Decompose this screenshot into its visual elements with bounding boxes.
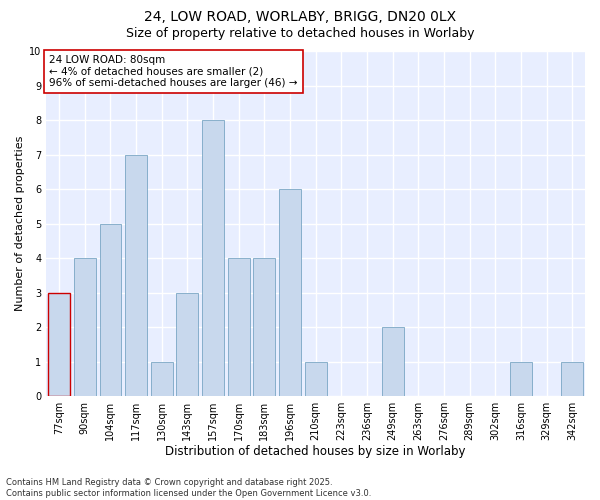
- Bar: [151, 362, 173, 396]
- Y-axis label: Number of detached properties: Number of detached properties: [15, 136, 25, 312]
- Bar: [253, 258, 275, 396]
- Bar: [74, 258, 95, 396]
- Bar: [48, 292, 70, 396]
- Bar: [125, 155, 147, 396]
- Bar: [202, 120, 224, 396]
- Text: 24, LOW ROAD, WORLABY, BRIGG, DN20 0LX: 24, LOW ROAD, WORLABY, BRIGG, DN20 0LX: [144, 10, 456, 24]
- Bar: [279, 190, 301, 396]
- Bar: [561, 362, 583, 396]
- Bar: [176, 292, 198, 396]
- Bar: [228, 258, 250, 396]
- Text: 24 LOW ROAD: 80sqm
← 4% of detached houses are smaller (2)
96% of semi-detached : 24 LOW ROAD: 80sqm ← 4% of detached hous…: [49, 55, 298, 88]
- Bar: [305, 362, 326, 396]
- Bar: [382, 327, 404, 396]
- Bar: [510, 362, 532, 396]
- X-axis label: Distribution of detached houses by size in Worlaby: Distribution of detached houses by size …: [166, 444, 466, 458]
- Bar: [100, 224, 121, 396]
- Text: Contains HM Land Registry data © Crown copyright and database right 2025.
Contai: Contains HM Land Registry data © Crown c…: [6, 478, 371, 498]
- Text: Size of property relative to detached houses in Worlaby: Size of property relative to detached ho…: [126, 28, 474, 40]
